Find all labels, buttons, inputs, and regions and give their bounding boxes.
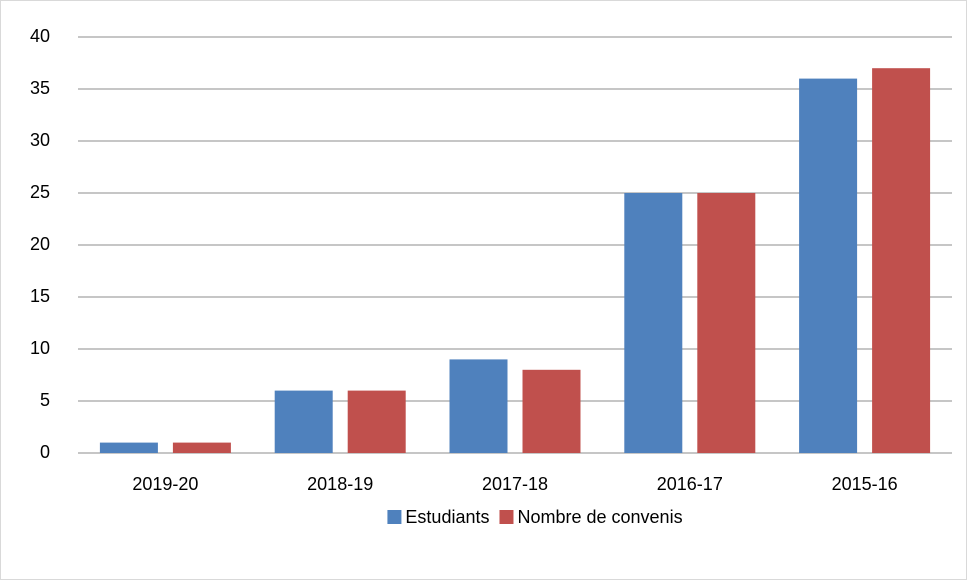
bar [697, 193, 756, 453]
y-tick-label: 0 [40, 442, 50, 462]
bar [347, 390, 406, 453]
x-tick-label: 2016-17 [657, 474, 723, 494]
y-tick-label: 25 [30, 182, 50, 202]
y-tick-label: 30 [30, 130, 50, 150]
legend-swatch [499, 510, 514, 524]
legend-swatch [387, 510, 402, 524]
y-tick-label: 5 [40, 390, 50, 410]
y-tick-label: 10 [30, 338, 50, 358]
bar [449, 359, 508, 453]
y-tick-label: 15 [30, 286, 50, 306]
bar [872, 68, 931, 453]
bar [172, 442, 231, 453]
bar [274, 390, 333, 453]
bar [99, 442, 158, 453]
legend-label: Nombre de convenis [517, 507, 682, 527]
legend-label: Estudiants [405, 507, 489, 527]
x-tick-label: 2015-16 [832, 474, 898, 494]
x-tick-label: 2017-18 [482, 474, 548, 494]
bar [522, 369, 581, 453]
bar [799, 78, 858, 453]
y-tick-label: 20 [30, 234, 50, 254]
y-tick-label: 40 [30, 26, 50, 46]
x-tick-label: 2018-19 [307, 474, 373, 494]
bar [624, 193, 683, 453]
y-tick-label: 35 [30, 78, 50, 98]
x-tick-label: 2019-20 [132, 474, 198, 494]
